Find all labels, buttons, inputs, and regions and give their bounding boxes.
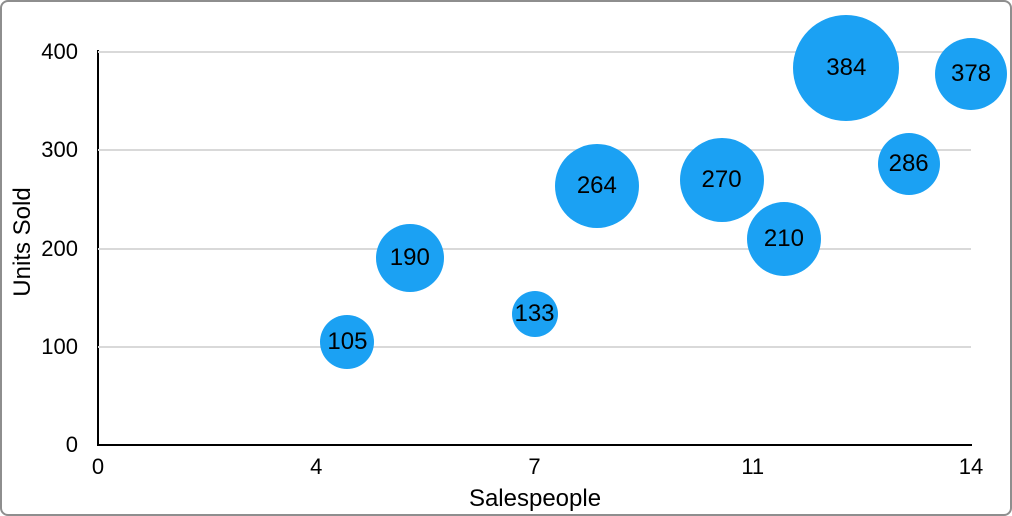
bubble-286[interactable]: 286	[877, 133, 940, 195]
bubble-133[interactable]: 133	[511, 291, 558, 338]
gridline	[98, 51, 971, 53]
bubble-label: 270	[701, 165, 742, 193]
bubble-label: 378	[950, 59, 992, 87]
gridline	[98, 345, 971, 348]
gridline	[98, 149, 971, 152]
bubble-label: 105	[327, 327, 368, 355]
bubble-label: 286	[888, 150, 929, 177]
bubble-270[interactable]: 270	[679, 137, 764, 222]
y-tick-label: 200	[41, 235, 78, 261]
bubble-label: 133	[514, 300, 555, 328]
x-tick-label: 0	[91, 454, 105, 479]
x-axis-title: Salespeople	[468, 485, 602, 512]
x-tick-label: 4	[310, 454, 323, 479]
bubble-210[interactable]: 210	[746, 201, 821, 276]
x-tick-label: 11	[741, 454, 765, 479]
bubble-105[interactable]: 105	[320, 314, 375, 369]
x-tick-label: 14	[958, 454, 984, 479]
bubble-384[interactable]: 384	[793, 14, 900, 121]
bubble-264[interactable]: 264	[554, 143, 639, 228]
x-tick-label: 7	[528, 454, 541, 479]
y-tick-label: 0	[65, 432, 78, 457]
bubble-label: 190	[389, 244, 430, 272]
y-tick-label: 300	[41, 137, 78, 163]
gridline	[98, 247, 971, 250]
bubble-label: 210	[763, 224, 804, 252]
y-tick-label: 100	[41, 333, 78, 359]
x-axis-line	[97, 444, 972, 446]
bubble-label: 264	[576, 171, 617, 199]
bubble-378[interactable]: 378	[935, 37, 1007, 110]
bubble-label: 384	[826, 53, 867, 81]
bubble-190[interactable]: 190	[375, 224, 444, 293]
y-tick-label: 400	[41, 39, 78, 64]
